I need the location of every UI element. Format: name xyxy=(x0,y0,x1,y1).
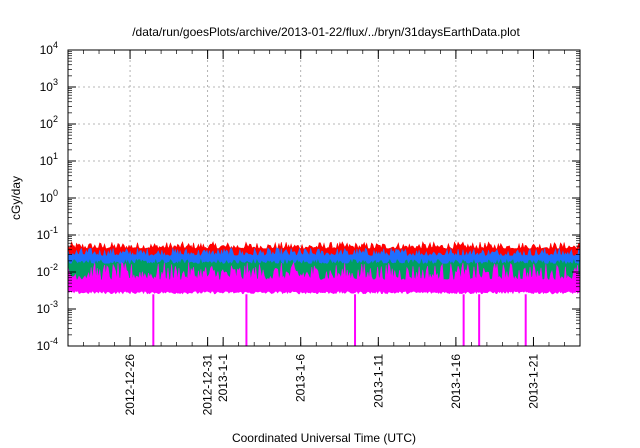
y-tick-label: 102 xyxy=(40,114,58,131)
x-axis-label: Coordinated Universal Time (UTC) xyxy=(232,431,416,445)
y-tick-label: 103 xyxy=(40,77,58,94)
y-tick-label: 100 xyxy=(40,188,58,205)
y-tick-label: 101 xyxy=(40,151,58,168)
x-tick-label: 2013-1-16 xyxy=(449,354,463,409)
y-axis-label: cGy/day xyxy=(9,176,23,220)
data-layer xyxy=(67,240,581,347)
chart-title: /data/run/goesPlots/archive/2013-01-22/f… xyxy=(132,25,520,39)
y-tick-label: 10-1 xyxy=(37,225,58,242)
band-floor-mask xyxy=(68,291,580,346)
y-tick-label: 10-4 xyxy=(37,336,58,353)
x-tick-label: 2013-1-21 xyxy=(526,354,540,409)
x-tick-label: 2013-1-11 xyxy=(371,354,385,408)
x-tick-label: 2012-12-31 xyxy=(201,354,215,416)
y-tick-labels: 10-4 10-3 10-2 10-1 100 101 102 103 104 xyxy=(37,40,58,353)
x-tick-label: 2013-1-6 xyxy=(294,354,308,402)
x-tick-label: 2012-12-26 xyxy=(123,354,137,416)
y-tick-label: 104 xyxy=(40,40,58,57)
x-tick-labels: 2012-12-26 2012-12-31 2013-1-1 2013-1-6 2013… xyxy=(123,354,540,416)
ticks xyxy=(67,49,581,347)
y-tick-label: 10-3 xyxy=(37,299,58,316)
x-tick-label: 2013-1-1 xyxy=(216,354,230,402)
y-tick-label: 10-2 xyxy=(37,262,58,279)
